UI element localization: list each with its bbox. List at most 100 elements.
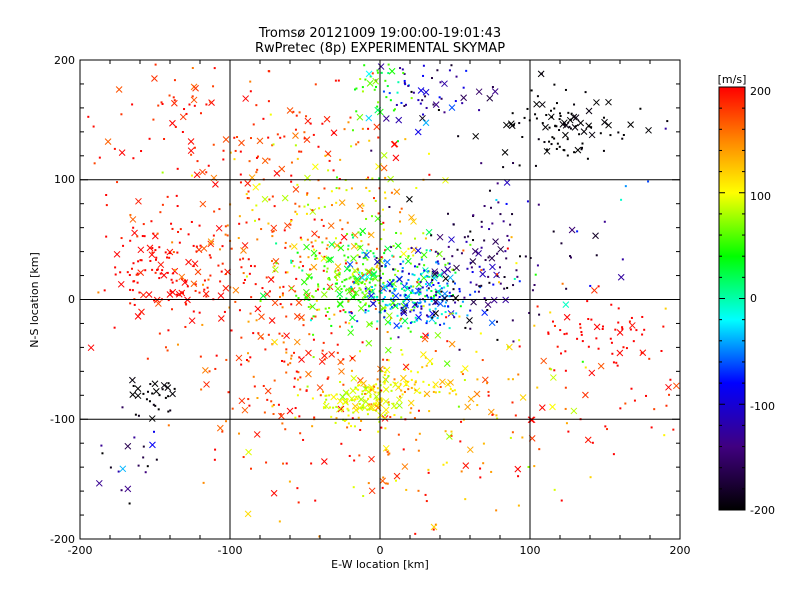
data-point — [495, 509, 498, 512]
data-point — [290, 220, 293, 223]
data-point — [184, 302, 187, 305]
data-point — [181, 279, 189, 286]
data-point — [588, 125, 591, 128]
data-point — [216, 424, 224, 432]
data-point — [317, 285, 320, 288]
data-point — [392, 154, 400, 162]
data-point — [158, 332, 161, 335]
data-point — [311, 295, 314, 298]
data-point — [550, 109, 553, 112]
data-point — [351, 267, 359, 274]
data-point — [369, 250, 372, 253]
data-point — [345, 278, 348, 281]
data-point — [466, 267, 469, 270]
data-point — [555, 147, 558, 150]
data-point — [496, 320, 499, 323]
data-point — [328, 288, 331, 291]
data-point — [212, 234, 215, 237]
data-point — [343, 279, 346, 282]
data-point — [349, 387, 357, 395]
data-point — [507, 378, 510, 381]
data-point — [117, 470, 120, 473]
data-point — [337, 244, 345, 252]
data-point — [410, 386, 413, 389]
data-point — [373, 295, 376, 298]
data-point — [396, 269, 399, 272]
data-point — [124, 485, 132, 493]
data-point — [406, 256, 409, 259]
data-point — [599, 132, 602, 135]
data-point — [368, 190, 371, 193]
data-point — [576, 230, 579, 233]
data-point — [385, 482, 388, 485]
data-point — [450, 430, 453, 433]
data-point — [479, 467, 482, 470]
data-point — [422, 113, 425, 116]
data-point — [188, 317, 196, 325]
data-point — [535, 117, 538, 120]
data-point — [153, 299, 156, 302]
data-point — [134, 385, 142, 392]
data-point — [290, 174, 293, 177]
data-point — [368, 403, 371, 406]
data-point — [524, 255, 527, 258]
data-point — [536, 264, 539, 267]
data-point — [285, 351, 288, 354]
data-point — [380, 223, 383, 226]
data-point — [367, 309, 370, 312]
data-point — [461, 373, 464, 376]
data-point — [172, 272, 175, 275]
data-point — [368, 386, 376, 394]
data-point — [375, 296, 378, 299]
data-point — [181, 131, 184, 134]
data-point — [326, 311, 329, 314]
data-point — [321, 352, 328, 360]
data-point — [624, 402, 627, 405]
data-point — [249, 137, 252, 140]
data-point — [369, 388, 372, 391]
data-point — [310, 241, 313, 244]
data-point — [347, 256, 350, 259]
data-point — [155, 300, 162, 307]
data-point — [427, 383, 430, 386]
data-point — [338, 273, 341, 276]
data-point — [400, 349, 403, 352]
data-point — [288, 480, 291, 483]
data-point — [267, 333, 270, 336]
data-point — [293, 265, 296, 268]
data-point — [289, 362, 292, 365]
data-point — [369, 75, 372, 78]
data-point — [278, 286, 281, 289]
data-point — [417, 87, 425, 94]
data-point — [597, 347, 600, 350]
data-point — [617, 273, 625, 281]
data-point — [356, 113, 364, 121]
data-point — [377, 299, 380, 302]
data-point — [105, 235, 108, 238]
data-point — [487, 394, 490, 397]
data-point — [364, 385, 367, 388]
data-point — [252, 183, 260, 191]
data-point — [413, 265, 416, 268]
data-point — [285, 348, 288, 351]
data-point — [290, 161, 293, 164]
data-point — [267, 222, 270, 225]
data-point — [193, 146, 196, 149]
data-point — [640, 351, 643, 354]
data-point — [536, 95, 539, 98]
data-point — [452, 294, 460, 302]
data-point — [386, 331, 389, 334]
data-point — [355, 110, 358, 113]
data-point — [438, 296, 441, 299]
data-point — [419, 114, 426, 122]
data-point — [361, 273, 364, 276]
data-point — [662, 325, 665, 328]
data-point — [297, 371, 300, 374]
data-point — [589, 284, 592, 287]
data-point — [255, 104, 258, 107]
data-point — [392, 268, 395, 271]
data-point — [273, 379, 276, 382]
data-point — [318, 535, 321, 538]
data-point — [185, 258, 192, 266]
data-point — [220, 270, 223, 273]
